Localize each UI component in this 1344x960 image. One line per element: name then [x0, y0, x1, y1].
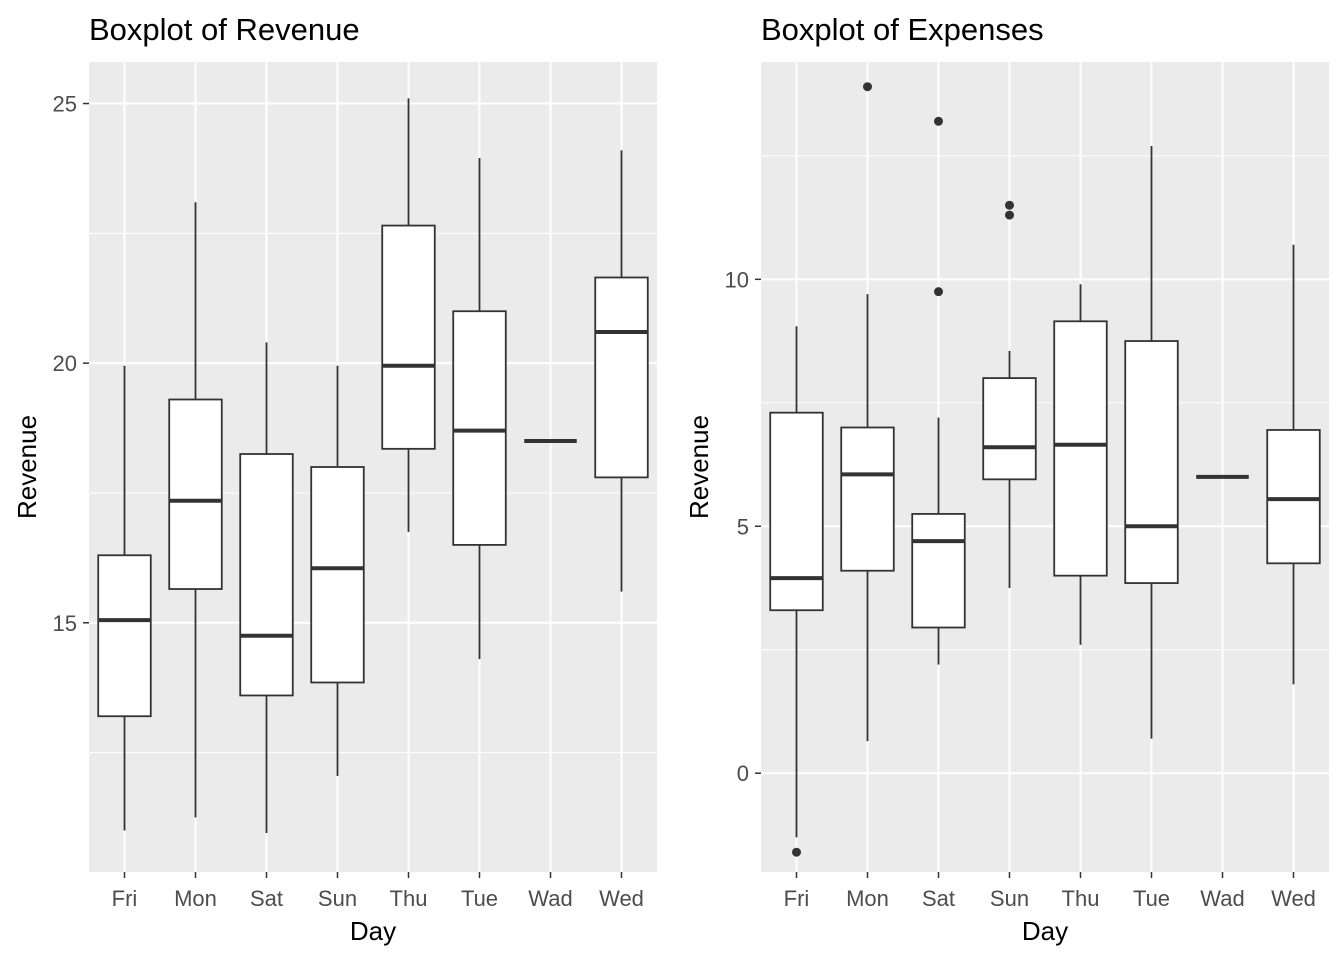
outlier-point	[1005, 210, 1014, 220]
y-tick-label: 10	[725, 267, 749, 292]
box-thu	[381, 98, 436, 532]
x-tick-label: Wad	[528, 886, 572, 911]
revenue-boxplot-panel: Boxplot of Revenue 15 20 25 Fri Mon Sat Sun Thu…	[12, 12, 657, 946]
x-tick-label: Sat	[922, 886, 955, 911]
box-wed	[1266, 244, 1321, 685]
box-fri	[769, 326, 824, 857]
y-tick-label: 25	[53, 92, 77, 117]
box-sun	[982, 200, 1037, 589]
iqr-box	[310, 466, 365, 684]
x-axis-title: Day	[350, 916, 396, 946]
iqr-box	[911, 513, 966, 629]
box-sat	[911, 116, 966, 665]
x-tick-label: Thu	[1062, 886, 1100, 911]
x-tick-label: Mon	[174, 886, 217, 911]
iqr-box	[239, 453, 294, 697]
expenses-boxplot-panel: Boxplot of Expenses 0 5 10 Fri Mon Sat Sun Thu T…	[684, 12, 1329, 946]
x-tick-label: Wad	[1200, 886, 1244, 911]
box-thu	[1053, 284, 1108, 645]
iqr-box	[1124, 340, 1179, 584]
y-tick-label: 5	[737, 514, 749, 539]
iqr-box	[769, 411, 824, 612]
outlier-point	[1005, 200, 1014, 210]
box-wed	[594, 150, 649, 592]
box-sat	[239, 342, 294, 834]
x-tick-label: Sun	[990, 886, 1029, 911]
iqr-box	[168, 398, 223, 590]
x-tick-label: Tue	[1133, 886, 1170, 911]
iqr-box	[840, 426, 895, 572]
box-tue	[452, 158, 507, 660]
x-tick-label: Fri	[784, 886, 810, 911]
box-mon	[168, 202, 223, 818]
box-mon	[840, 82, 895, 742]
iqr-box	[982, 377, 1037, 481]
x-tick-label: Fri	[112, 886, 138, 911]
box-tue	[1124, 145, 1179, 739]
iqr-box	[1053, 320, 1108, 577]
x-tick-label: Mon	[846, 886, 889, 911]
axis-labels: 15 20 25 Fri Mon Sat Sun Thu Tue Wad Wed	[53, 92, 644, 911]
outlier-point	[792, 847, 801, 857]
outlier-point	[863, 82, 872, 92]
iqr-box	[381, 224, 436, 450]
x-tick-label: Tue	[461, 886, 498, 911]
y-tick-label: 15	[53, 611, 77, 636]
outlier-point	[934, 116, 943, 126]
x-tick-label: Wed	[599, 886, 644, 911]
y-tick-label: 0	[737, 761, 749, 786]
x-tick-label: Thu	[390, 886, 428, 911]
chart-title: Boxplot of Revenue	[89, 12, 360, 47]
iqr-box	[1266, 429, 1321, 565]
outlier-point	[934, 287, 943, 297]
box-marks	[97, 98, 649, 834]
x-tick-label: Sun	[318, 886, 357, 911]
iqr-box	[452, 310, 507, 546]
axis-labels: 0 5 10 Fri Mon Sat Sun Thu Tue Wad Wed	[725, 267, 1316, 911]
iqr-box	[97, 554, 152, 718]
box-sun	[310, 365, 365, 776]
iqr-box	[594, 276, 649, 479]
y-tick-label: 20	[53, 351, 77, 376]
y-axis-title: Revenue	[684, 415, 714, 519]
box-fri	[97, 365, 152, 831]
x-axis-title: Day	[1022, 916, 1068, 946]
y-axis-title: Revenue	[12, 415, 42, 519]
chart-title: Boxplot of Expenses	[761, 12, 1044, 47]
x-tick-label: Sat	[250, 886, 283, 911]
x-tick-label: Wed	[1271, 886, 1316, 911]
box-marks	[769, 82, 1321, 857]
